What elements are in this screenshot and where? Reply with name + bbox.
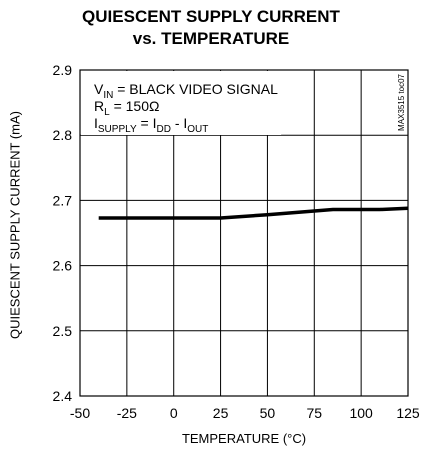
x-tick-label: 100 xyxy=(349,405,373,421)
y-tick-label: 2.4 xyxy=(53,388,73,404)
annotation-text: VIN​ = BLACK VIDEO SIGNAL xyxy=(94,81,278,101)
x-tick-label: 125 xyxy=(396,405,420,421)
chart-title-line-1: QUIESCENT SUPPLY CURRENT xyxy=(82,7,340,26)
y-tick-label: 2.8 xyxy=(53,127,73,143)
y-tick-label: 2.9 xyxy=(53,62,73,78)
y-tick-label: 2.6 xyxy=(53,258,73,274)
chart-title-line-2: vs. TEMPERATURE xyxy=(132,29,290,48)
plot-frame xyxy=(79,69,409,397)
x-tick-label: 25 xyxy=(213,405,229,421)
x-tick-label: 0 xyxy=(170,405,178,421)
x-axis-label: TEMPERATURE (°C) xyxy=(181,431,307,446)
y-tick-label: 2.5 xyxy=(53,323,73,339)
figure-code: MAX3515 toc07 xyxy=(397,73,406,130)
y-axis-label: QUIESCENT SUPPLY CURRENT (mA) xyxy=(7,110,23,340)
x-tick-label: 50 xyxy=(260,405,276,421)
chart-title: QUIESCENT SUPPLY CURRENT vs. TEMPERATURE xyxy=(0,6,422,50)
x-tick-label: -25 xyxy=(117,405,137,421)
x-tick-label: 75 xyxy=(306,405,322,421)
annotation-text: ISUPPLY​ = IDD​ - IOUT​ xyxy=(94,115,208,135)
x-tick-label: -50 xyxy=(70,405,90,421)
annotation-background xyxy=(81,71,282,135)
annotation-text: RL​ = 150Ω xyxy=(94,98,159,118)
series-line xyxy=(98,206,409,220)
y-tick-label: 2.7 xyxy=(53,192,73,208)
